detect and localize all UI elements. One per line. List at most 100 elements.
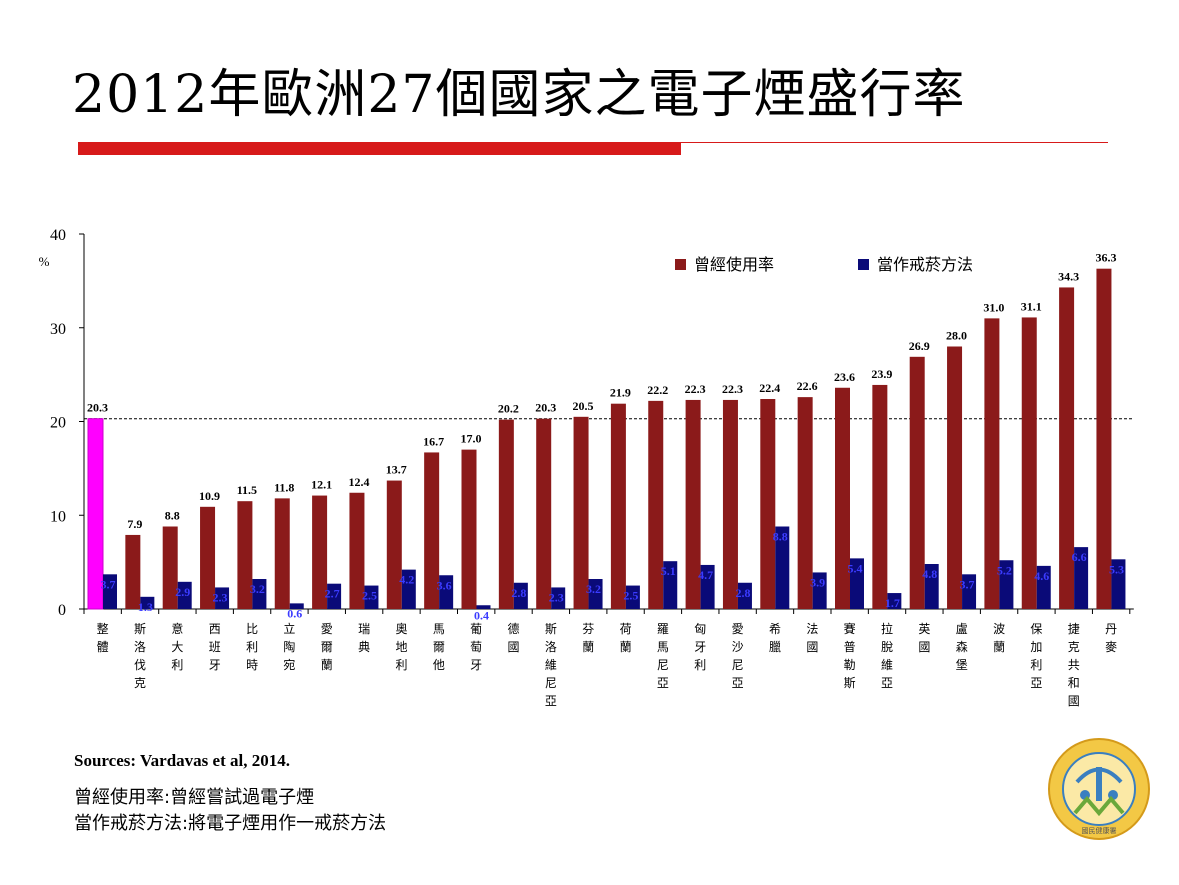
category-label: 立陶宛	[283, 621, 295, 672]
quit-method-bar	[737, 582, 752, 609]
ever-use-bar	[797, 397, 813, 609]
ever-use-value-label: 34.3	[1058, 269, 1079, 283]
quit-method-value-label: 8.8	[773, 530, 788, 544]
quit-method-bar	[887, 593, 902, 609]
quit-method-value-label: 3.2	[250, 582, 265, 596]
category-label: 馬爾他	[433, 622, 445, 672]
quit-method-value-label: 5.4	[848, 561, 863, 575]
category-label: 丹麥	[1105, 622, 1117, 654]
quit-method-bar	[850, 558, 864, 609]
category-label: 羅馬尼亞	[657, 622, 669, 690]
ever-use-bar	[722, 399, 738, 609]
y-tick-label: 20	[50, 415, 66, 432]
category-label: 西班牙	[209, 622, 221, 672]
category-label: 葡萄牙	[470, 622, 482, 672]
ever-use-bar	[760, 399, 776, 609]
quit-method-bar	[551, 587, 566, 609]
ever-use-bar	[573, 416, 589, 609]
quit-method-bar	[177, 581, 192, 609]
quit-method-value-label: 5.1	[661, 564, 676, 578]
category-label: 波蘭	[993, 622, 1005, 654]
y-tick-label: 10	[50, 508, 66, 525]
quit-method-value-label: 3.6	[437, 578, 452, 592]
y-tick-label: 40	[50, 227, 66, 244]
legend-label-quit-method: 當作戒菸方法	[877, 255, 973, 274]
y-tick-label: 0	[58, 602, 66, 619]
quit-method-bar	[962, 574, 977, 609]
ever-use-bar	[162, 526, 178, 609]
ever-use-value-label: 16.7	[423, 434, 444, 448]
ever-use-value-label: 31.1	[1021, 299, 1042, 313]
category-label: 德國	[508, 621, 520, 654]
logo-text: 國民健康署	[1082, 826, 1117, 835]
ever-use-bar	[125, 534, 141, 609]
note-ever-use: 曾經使用率:曾經嘗試過電子煙	[74, 787, 315, 808]
ever-use-value-label: 11.5	[237, 483, 257, 497]
quit-method-value-label: 6.6	[1072, 550, 1087, 564]
quit-method-bar	[364, 585, 379, 609]
quit-method-bar	[775, 526, 790, 609]
overall-ever-use-bar	[87, 418, 104, 610]
ever-use-value-label: 21.9	[610, 386, 631, 400]
ever-use-value-label: 17.0	[461, 432, 482, 446]
quit-method-bar	[1074, 547, 1089, 609]
quit-method-value-label: 0.6	[287, 606, 302, 620]
ever-use-value-label: 20.3	[535, 401, 556, 415]
ever-use-bar	[1096, 268, 1112, 609]
quit-method-bar	[663, 561, 678, 609]
ever-use-bar	[386, 480, 402, 609]
quit-method-value-label: 2.5	[362, 589, 377, 603]
ever-use-value-label: 22.3	[722, 382, 743, 396]
ever-use-bar	[349, 492, 365, 609]
category-label: 保加利亞	[1030, 622, 1042, 690]
category-label: 賽普勒斯	[844, 621, 856, 690]
category-label: 比利時	[246, 622, 258, 672]
ever-use-bar	[984, 318, 1000, 609]
category-label: 斯洛伐克	[134, 622, 146, 690]
category-label: 意大利	[171, 621, 183, 672]
ever-use-value-label: 20.5	[573, 399, 594, 413]
quit-method-bar	[439, 575, 454, 609]
quit-method-value-label: 2.3	[549, 590, 564, 604]
quit-method-value-label: 5.3	[1109, 562, 1124, 576]
quit-method-value-label: 3.7	[960, 577, 975, 591]
category-label: 法國	[806, 622, 818, 654]
category-label: 英國	[918, 622, 930, 654]
ever-use-value-label: 22.3	[685, 382, 706, 396]
ever-use-bar	[237, 501, 253, 609]
health-bureau-seal-icon: 國民健康署	[1048, 738, 1150, 840]
ever-use-value-label: 23.9	[871, 367, 892, 381]
quit-method-bar	[999, 560, 1014, 609]
category-label: 希臘	[769, 621, 781, 654]
legend-label-ever-use: 曾經使用率	[694, 255, 774, 274]
quit-method-value-label: 2.8	[511, 586, 526, 600]
ever-use-bar	[200, 506, 216, 609]
category-label: 拉脫維亞	[881, 621, 893, 690]
ever-use-bar	[536, 418, 552, 609]
ever-use-value-label: 22.2	[647, 383, 668, 397]
quit-method-value-label: 4.7	[698, 568, 713, 582]
ever-use-bar	[685, 399, 701, 609]
ever-use-value-label: 36.3	[1095, 251, 1116, 265]
quit-method-bar	[476, 605, 491, 609]
quit-method-bar	[513, 582, 528, 609]
quit-method-value-label: 3.2	[586, 582, 601, 596]
ever-use-bar	[648, 400, 664, 609]
title-underline-thin	[681, 142, 1108, 143]
legend-swatch-quit-method	[858, 259, 869, 270]
ever-use-bar	[312, 495, 328, 609]
ever-use-value-label: 26.9	[909, 339, 930, 353]
category-label: 盧森堡	[956, 622, 968, 672]
quit-method-bar	[289, 603, 304, 609]
ever-use-value-label: 22.4	[759, 381, 780, 395]
category-label: 奧地利	[395, 622, 407, 672]
ever-use-bar	[835, 387, 850, 609]
ever-use-value-label: 10.9	[199, 489, 220, 503]
ever-use-bar	[947, 346, 963, 609]
ever-use-bar	[424, 452, 440, 609]
quit-method-bar	[252, 579, 267, 609]
ever-use-bar	[610, 403, 626, 609]
category-label: 整體	[97, 621, 109, 654]
quit-method-bar	[625, 585, 640, 609]
quit-method-bar	[215, 587, 230, 609]
